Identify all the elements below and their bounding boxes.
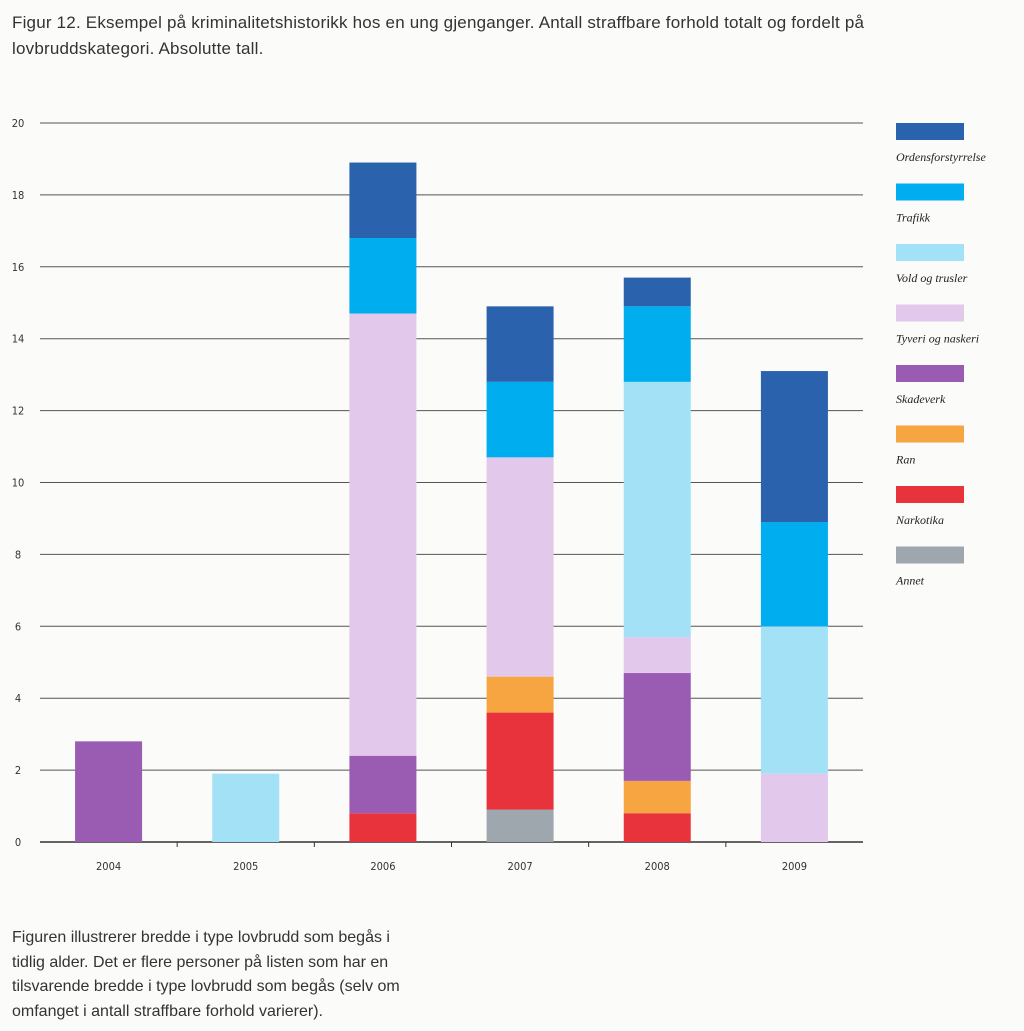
y-tick-label: 14 bbox=[12, 333, 25, 346]
bar-segment bbox=[623, 780, 691, 814]
footnote-line: Figuren illustrerer bredde i type lovbru… bbox=[12, 929, 390, 946]
legend-label: Skadeverk bbox=[896, 392, 946, 406]
bar-segment bbox=[623, 673, 691, 781]
x-tick-label: 2005 bbox=[233, 860, 258, 873]
bar-segment bbox=[623, 277, 691, 307]
figure-footnote: Figuren illustrerer bredde i type lovbru… bbox=[12, 926, 502, 1024]
bar-segment bbox=[486, 457, 554, 677]
bar-segment bbox=[760, 626, 828, 774]
legend-swatch bbox=[896, 365, 964, 382]
bar-segment bbox=[486, 381, 554, 458]
footnote-line: omfanget i antall straffbare forhold var… bbox=[12, 1002, 323, 1020]
bar-segment bbox=[760, 773, 828, 842]
y-tick-label: 20 bbox=[12, 117, 25, 130]
bar-segment bbox=[623, 637, 691, 674]
footnote-line: tilsvarende bredde i type lovbrudd som b… bbox=[12, 978, 400, 995]
gridlines bbox=[40, 122, 863, 843]
bar-segment bbox=[486, 809, 554, 842]
legend-label: Annet bbox=[895, 574, 925, 588]
axes: 0 2 4 6 8 10 12 14 16 18 20 2004 2005 2006 2007 2008 200… bbox=[12, 117, 807, 873]
bar-segment bbox=[760, 371, 828, 523]
bar-segment bbox=[349, 313, 417, 756]
y-tick-label: 18 bbox=[12, 189, 25, 202]
bar-segment bbox=[349, 238, 417, 314]
figure-caption-line: lovbruddskategori. Absolutte tall. bbox=[12, 39, 264, 58]
legend-label: Vold og trusler bbox=[896, 271, 968, 285]
legend-swatch bbox=[896, 425, 964, 443]
y-tick-label: 0 bbox=[15, 836, 21, 849]
legend-swatch bbox=[896, 304, 964, 322]
legend-label: Ordensforstyrrelse bbox=[896, 150, 986, 164]
legend-label: Tyveri og naskeri bbox=[896, 332, 979, 346]
y-tick-label: 12 bbox=[12, 405, 25, 418]
legend: Ordensforstyrrelse Trafikk Vold og trusler… bbox=[895, 123, 986, 588]
y-tick-label: 6 bbox=[15, 620, 21, 633]
legend-swatch bbox=[896, 244, 964, 261]
legend-label: Trafikk bbox=[896, 211, 931, 225]
x-tick-label: 2008 bbox=[645, 860, 670, 873]
bar-segment bbox=[486, 306, 554, 382]
figure-caption: Figur 12. Eksempel på kriminalitetshisto… bbox=[12, 10, 1012, 62]
legend-label: Narkotika bbox=[895, 513, 944, 527]
x-tick-label: 2004 bbox=[96, 860, 121, 873]
y-tick-label: 4 bbox=[15, 692, 21, 705]
bar-segment bbox=[349, 813, 417, 842]
y-tick-label: 2 bbox=[15, 764, 21, 777]
bar-segment bbox=[349, 755, 417, 814]
bars bbox=[75, 162, 828, 842]
footnote-line: tidlig alder. Det er flere personer på l… bbox=[12, 953, 389, 971]
y-tick-label: 16 bbox=[12, 261, 25, 274]
bar-segment bbox=[75, 741, 143, 842]
bar-segment bbox=[349, 162, 417, 239]
x-tick-label: 2007 bbox=[507, 860, 532, 873]
figure-caption-line: Figur 12. Eksempel på kriminalitetshisto… bbox=[12, 13, 865, 32]
x-tick-label: 2009 bbox=[782, 860, 807, 873]
bar-segment bbox=[623, 813, 691, 842]
legend-swatch bbox=[896, 546, 964, 564]
bar-segment bbox=[623, 306, 691, 382]
legend-swatch bbox=[896, 123, 964, 140]
y-tick-label: 8 bbox=[15, 548, 21, 561]
bar-segment bbox=[486, 712, 554, 810]
y-tick-label: 10 bbox=[12, 477, 25, 490]
legend-swatch bbox=[896, 486, 964, 503]
x-tick-label: 2006 bbox=[370, 860, 395, 873]
legend-swatch bbox=[896, 183, 964, 201]
bar-segment bbox=[760, 522, 828, 627]
legend-label: Ran bbox=[895, 453, 915, 467]
bar-segment bbox=[486, 676, 554, 713]
stacked-bar-chart: 0 2 4 6 8 10 12 14 16 18 20 2004 2005 2006 2007 2008 200… bbox=[12, 117, 987, 873]
bar-segment bbox=[212, 773, 280, 842]
bar-segment bbox=[623, 381, 691, 638]
